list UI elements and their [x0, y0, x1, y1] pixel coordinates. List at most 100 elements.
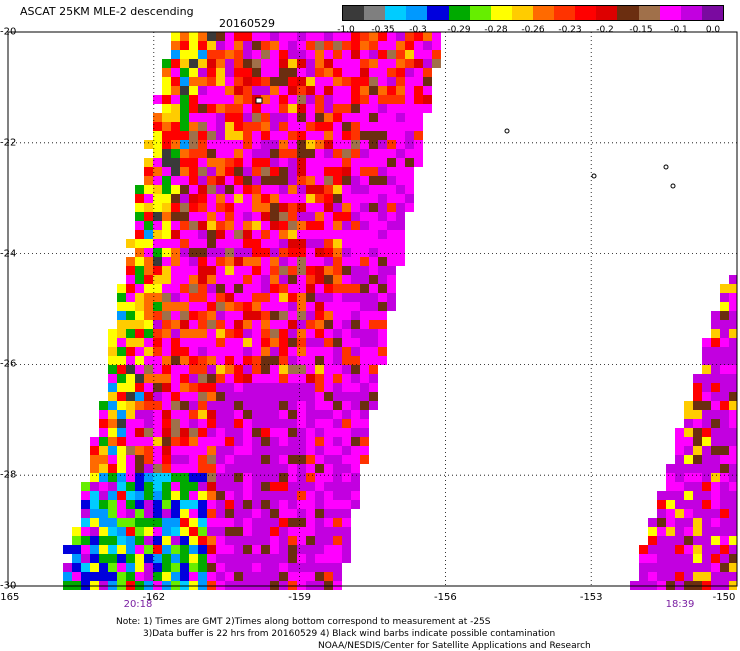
- swath-cell: [306, 194, 315, 203]
- swath-cell: [351, 95, 360, 104]
- swath-cell: [342, 374, 351, 383]
- swath-cell: [378, 59, 387, 68]
- swath-cell: [225, 122, 234, 131]
- swath-cell: [306, 59, 315, 68]
- swath-cell: [306, 392, 315, 401]
- swath-cell: [198, 50, 207, 59]
- swath-cell: [171, 257, 180, 266]
- swath-cell: [135, 338, 144, 347]
- swath-cell: [342, 482, 351, 491]
- swath-cell: [324, 374, 333, 383]
- swath-cell: [189, 212, 198, 221]
- swath-cell: [270, 383, 279, 392]
- swath-cell: [180, 446, 189, 455]
- swath-cell: [126, 428, 135, 437]
- swath-cell: [126, 482, 135, 491]
- swath-cell: [414, 59, 423, 68]
- swath-cell: [270, 149, 279, 158]
- color-legend-tick: -0.29: [447, 25, 471, 35]
- swath-cell: [207, 203, 216, 212]
- swath-cell: [270, 131, 279, 140]
- swath-cell: [90, 491, 99, 500]
- swath-cell: [153, 221, 162, 230]
- swath-cell: [90, 473, 99, 482]
- color-legend-swatch: [490, 6, 512, 20]
- swath-cell: [324, 554, 333, 563]
- swath-cell: [153, 347, 162, 356]
- swath-cell: [324, 437, 333, 446]
- swath-cell: [369, 176, 378, 185]
- swath-cell: [360, 266, 369, 275]
- swath-cell: [243, 239, 252, 248]
- swath-cell: [279, 185, 288, 194]
- swath-cell: [720, 509, 729, 518]
- swath-cell: [99, 536, 108, 545]
- swath-cell: [324, 527, 333, 536]
- swath-cell: [162, 392, 171, 401]
- swath-cell: [360, 95, 369, 104]
- swath-cell: [414, 50, 423, 59]
- swath-cell: [252, 509, 261, 518]
- swath-cell: [216, 185, 225, 194]
- swath-cell: [702, 545, 711, 554]
- swath-cell: [171, 482, 180, 491]
- swath-cell: [243, 167, 252, 176]
- swath-cell: [279, 410, 288, 419]
- swath-cell: [162, 374, 171, 383]
- swath-cell: [288, 464, 297, 473]
- swath-cell: [297, 239, 306, 248]
- color-legend-swatch: [532, 6, 555, 20]
- swath-cell: [702, 473, 711, 482]
- swath-cell: [117, 356, 126, 365]
- swath-cell: [342, 446, 351, 455]
- swath-cell: [81, 554, 90, 563]
- swath-cell: [144, 491, 153, 500]
- swath-cell: [306, 140, 315, 149]
- swath-cell: [333, 32, 342, 41]
- swath-cell: [297, 77, 306, 86]
- swath-cell: [234, 131, 243, 140]
- swath-cell: [369, 221, 378, 230]
- swath-cell: [279, 104, 288, 113]
- swath-cell: [279, 95, 288, 104]
- swath-cell: [333, 446, 342, 455]
- swath-cell: [198, 203, 207, 212]
- swath-cell: [234, 284, 243, 293]
- swath-cell: [108, 365, 117, 374]
- swath-cell: [288, 356, 297, 365]
- swath-cell: [306, 122, 315, 131]
- swath-cell: [360, 140, 369, 149]
- swath-cell: [243, 464, 252, 473]
- swath-cell: [153, 437, 162, 446]
- swath-cell: [306, 419, 315, 428]
- swath-cell: [243, 149, 252, 158]
- swath-cell: [342, 194, 351, 203]
- swath-cell: [333, 104, 342, 113]
- swath-cell: [234, 329, 243, 338]
- swath-cell: [243, 86, 252, 95]
- swath-cell: [702, 527, 711, 536]
- swath-cell: [279, 545, 288, 554]
- swath-cell: [351, 311, 360, 320]
- swath-cell: [675, 518, 684, 527]
- swath-cell: [297, 464, 306, 473]
- swath-cell: [423, 50, 432, 59]
- swath-cell: [198, 140, 207, 149]
- swath-cell: [351, 41, 360, 50]
- swath-cell: [144, 572, 153, 581]
- swath-cell: [189, 554, 198, 563]
- swath-cell: [378, 50, 387, 59]
- swath-cell: [198, 545, 207, 554]
- swath-cell: [693, 491, 702, 500]
- swath-cell: [378, 122, 387, 131]
- swath-cell: [207, 302, 216, 311]
- swath-cell: [693, 563, 702, 572]
- swath-cell: [90, 563, 99, 572]
- swath-cell: [360, 410, 369, 419]
- swath-cell: [207, 500, 216, 509]
- swath-cell: [225, 554, 234, 563]
- swath-cell: [252, 50, 261, 59]
- swath-cell: [144, 509, 153, 518]
- swath-cell: [135, 545, 144, 554]
- swath-cell: [702, 446, 711, 455]
